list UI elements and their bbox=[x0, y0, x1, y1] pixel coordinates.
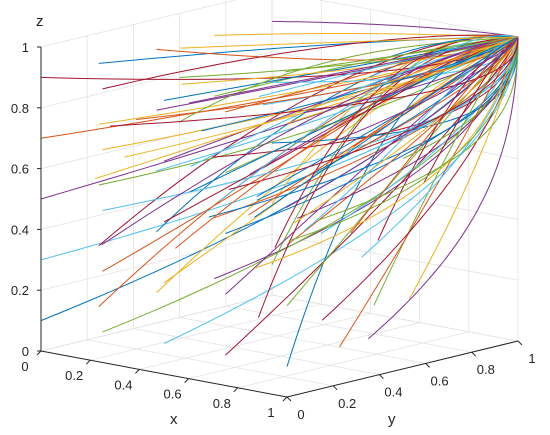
trajectory-line bbox=[178, 36, 519, 123]
grid-line bbox=[188, 322, 420, 379]
y-tick-label: 0.2 bbox=[338, 396, 356, 411]
trajectory-curves bbox=[40, 20, 519, 367]
trajectory-line bbox=[254, 36, 519, 218]
trajectory-line bbox=[94, 36, 519, 180]
y-tick-label: 1 bbox=[528, 351, 535, 366]
x-tick-label: 0.2 bbox=[65, 368, 83, 383]
x-tick-mark bbox=[85, 359, 91, 365]
grid-line bbox=[225, 305, 472, 353]
x-tick-mark bbox=[184, 378, 189, 383]
grid-line bbox=[40, 294, 273, 352]
y-axis-line bbox=[286, 340, 519, 398]
trajectory-line bbox=[254, 36, 519, 269]
x-tick-mark bbox=[233, 387, 239, 393]
y-tick-mark bbox=[471, 351, 477, 357]
trajectory-line bbox=[303, 36, 519, 232]
grid-line bbox=[271, 112, 519, 159]
grid-line bbox=[40, 112, 273, 169]
grid bbox=[40, 0, 519, 398]
grid-line bbox=[90, 303, 322, 361]
trajectory-line bbox=[423, 36, 519, 184]
x-tick-label: 0.8 bbox=[213, 396, 231, 411]
z-axis-label: z bbox=[36, 13, 44, 30]
z-tick-label: 0.6 bbox=[11, 162, 29, 177]
y-tick-mark bbox=[286, 396, 292, 402]
z-tick-label: 1 bbox=[22, 40, 29, 55]
trajectory-line bbox=[190, 36, 519, 167]
y-axis-label: y bbox=[388, 411, 396, 428]
y-tick-label: 0.4 bbox=[384, 385, 402, 400]
trajectory-line bbox=[317, 37, 519, 221]
grid-line bbox=[40, 233, 273, 291]
trajectory-line bbox=[180, 36, 518, 49]
grid-line bbox=[271, 294, 519, 342]
x-tick-mark bbox=[36, 350, 42, 356]
y-tick-mark bbox=[379, 374, 384, 379]
z-tick-label: 0 bbox=[22, 344, 29, 359]
tick-labels: 0 0.2 0.4 0.6 0.8 1 0 0.2 0.4 0.6 0.8 1 0 0.2 0.4 0.6 0.… bbox=[11, 40, 536, 422]
y-tick-mark bbox=[517, 340, 523, 346]
z-tick-label: 0.2 bbox=[11, 283, 29, 298]
x-tick-mark bbox=[135, 369, 140, 374]
x-tick-mark bbox=[282, 396, 288, 402]
trajectory-line bbox=[228, 37, 519, 190]
x-tick-label: 0.6 bbox=[164, 387, 182, 402]
grid-line bbox=[139, 313, 371, 370]
x-tick-label: 1 bbox=[267, 405, 274, 420]
y-tick-label: 0 bbox=[297, 407, 304, 422]
x-axis-line bbox=[40, 350, 288, 398]
x-axis-label: x bbox=[170, 411, 178, 428]
grid-line bbox=[40, 173, 273, 230]
trajectory-line bbox=[208, 37, 519, 218]
x-tick-label: 0 bbox=[21, 359, 28, 374]
grid-line bbox=[318, 0, 519, 38]
z-tick-label: 0.4 bbox=[11, 222, 29, 237]
y-tick-label: 0.6 bbox=[431, 373, 449, 388]
axes bbox=[36, 46, 523, 402]
grid-line bbox=[237, 331, 469, 389]
y-tick-mark bbox=[332, 385, 338, 391]
grid-line bbox=[87, 339, 334, 387]
z-tick-label: 0.8 bbox=[11, 101, 29, 116]
trajectory-line bbox=[218, 35, 519, 202]
trajectory-line bbox=[102, 34, 519, 90]
grid-line bbox=[40, 0, 237, 48]
grid-line bbox=[179, 317, 426, 364]
trajectory-line bbox=[303, 36, 519, 114]
x-tick-label: 0.4 bbox=[114, 377, 132, 392]
y-tick-label: 0.8 bbox=[477, 362, 495, 377]
trajectory-line bbox=[179, 36, 519, 78]
grid-line bbox=[133, 328, 380, 375]
y-tick-mark bbox=[425, 363, 430, 368]
